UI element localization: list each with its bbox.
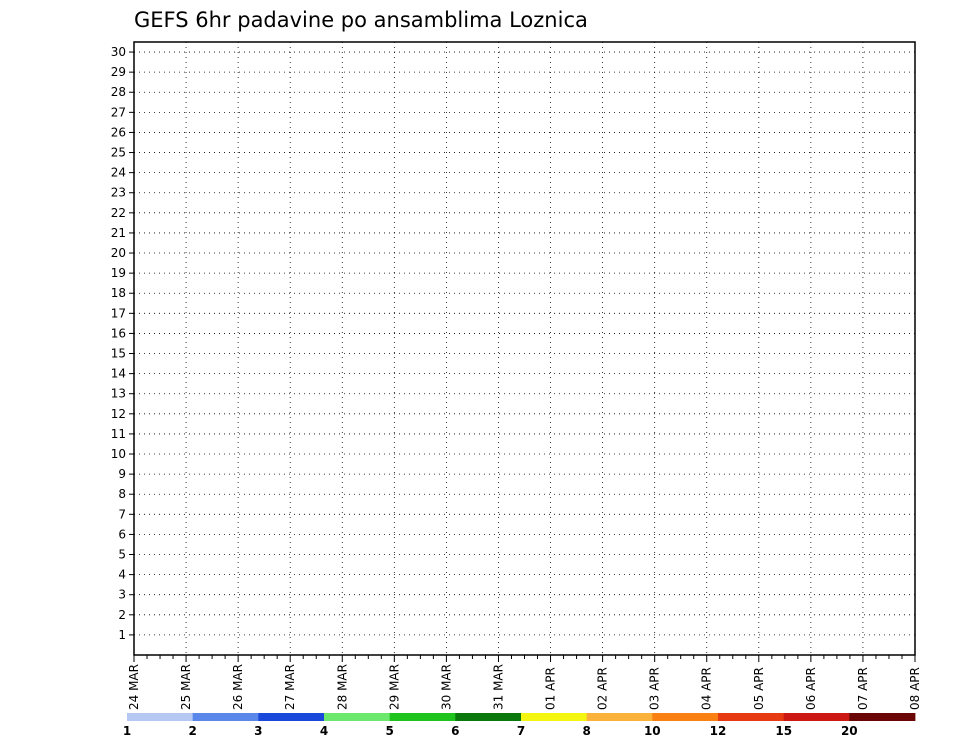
y-tick-label: 1 xyxy=(118,628,126,642)
colorbar-segment xyxy=(127,713,194,721)
colorbar-segment xyxy=(849,713,916,721)
y-tick-label: 27 xyxy=(111,105,126,119)
y-tick-label: 6 xyxy=(118,527,126,541)
colorbar-segment xyxy=(455,713,522,721)
colorbar-segment xyxy=(521,713,588,721)
x-tick-label: 03 APR xyxy=(648,667,662,710)
y-axis: 1234567891011121314151617181920212223242… xyxy=(111,45,134,642)
y-tick-label: 10 xyxy=(111,447,126,461)
y-tick-label: 24 xyxy=(111,166,126,180)
x-tick-label: 02 APR xyxy=(596,667,610,710)
colorbar-tick-label: 8 xyxy=(583,724,591,738)
colorbar-segment xyxy=(783,713,850,721)
colorbar-segment xyxy=(586,713,653,721)
x-tick-label: 30 MAR xyxy=(439,664,453,710)
colorbar-tick-label: 3 xyxy=(254,724,262,738)
x-tick-label: 26 MAR xyxy=(231,664,245,710)
y-tick-label: 19 xyxy=(111,266,126,280)
colorbar-segment xyxy=(324,713,391,721)
y-tick-label: 11 xyxy=(111,427,126,441)
y-tick-label: 2 xyxy=(118,608,126,622)
y-tick-label: 23 xyxy=(111,186,126,200)
y-tick-label: 28 xyxy=(111,85,126,99)
chart-title: GEFS 6hr padavine po ansamblima Loznica xyxy=(134,8,588,32)
x-tick-label: 24 MAR xyxy=(127,664,141,710)
gridlines xyxy=(134,42,915,655)
y-tick-label: 16 xyxy=(111,326,126,340)
plot-frame xyxy=(133,41,916,656)
colorbar-tick-label: 10 xyxy=(644,724,661,738)
colorbar-segment xyxy=(718,713,785,721)
y-tick-label: 13 xyxy=(111,387,126,401)
x-tick-label: 28 MAR xyxy=(335,664,349,710)
y-tick-label: 21 xyxy=(111,226,126,240)
colorbar-tick-label: 20 xyxy=(841,724,858,738)
y-tick-label: 26 xyxy=(111,125,126,139)
colorbar-tick-label: 12 xyxy=(710,724,727,738)
y-tick-label: 4 xyxy=(118,568,126,582)
x-tick-label: 27 MAR xyxy=(283,664,297,710)
y-tick-label: 15 xyxy=(111,347,126,361)
colorbar-tick-label: 7 xyxy=(517,724,525,738)
x-tick-label: 08 APR xyxy=(908,667,922,710)
y-tick-label: 30 xyxy=(111,45,126,59)
colorbar-tick-label: 5 xyxy=(386,724,394,738)
x-tick-label: 04 APR xyxy=(700,667,714,710)
y-tick-label: 18 xyxy=(111,286,126,300)
y-tick-label: 25 xyxy=(111,146,126,160)
y-tick-label: 29 xyxy=(111,65,126,79)
y-tick-label: 12 xyxy=(111,407,126,421)
x-tick-label: 07 APR xyxy=(856,667,870,710)
x-tick-label: 01 APR xyxy=(544,667,558,710)
y-tick-label: 3 xyxy=(118,588,126,602)
x-tick-label: 25 MAR xyxy=(179,664,193,710)
y-tick-label: 22 xyxy=(111,206,126,220)
colorbar-segment xyxy=(652,713,719,721)
y-tick-label: 20 xyxy=(111,246,126,260)
x-axis: 24 MAR 25 MAR 26 MAR 27 MAR 28 MAR 29 MAR 30 M… xyxy=(127,655,922,710)
colorbar-tick-label: 4 xyxy=(320,724,328,738)
colorbar-tick-label: 6 xyxy=(451,724,459,738)
colorbar-segment xyxy=(389,713,456,721)
x-tick-label: 06 APR xyxy=(804,667,818,710)
y-tick-label: 17 xyxy=(111,306,126,320)
x-tick-label: 31 MAR xyxy=(492,664,506,710)
y-tick-label: 14 xyxy=(111,367,126,381)
colorbar-tick-label: 1 xyxy=(123,724,131,738)
colorbar-segment xyxy=(258,713,325,721)
colorbar-segment xyxy=(192,713,259,721)
colorbar: 1 2 3 4 5 6 7 8 10 12 15 20 xyxy=(123,713,916,738)
colorbar-tick-label: 15 xyxy=(775,724,792,738)
y-tick-label: 8 xyxy=(118,487,126,501)
colorbar-tick-label: 2 xyxy=(189,724,197,738)
y-tick-label: 7 xyxy=(118,507,126,521)
y-tick-label: 5 xyxy=(118,548,126,562)
y-tick-label: 9 xyxy=(118,467,126,481)
x-tick-label: 29 MAR xyxy=(387,664,401,710)
x-tick-label: 05 APR xyxy=(752,667,766,710)
